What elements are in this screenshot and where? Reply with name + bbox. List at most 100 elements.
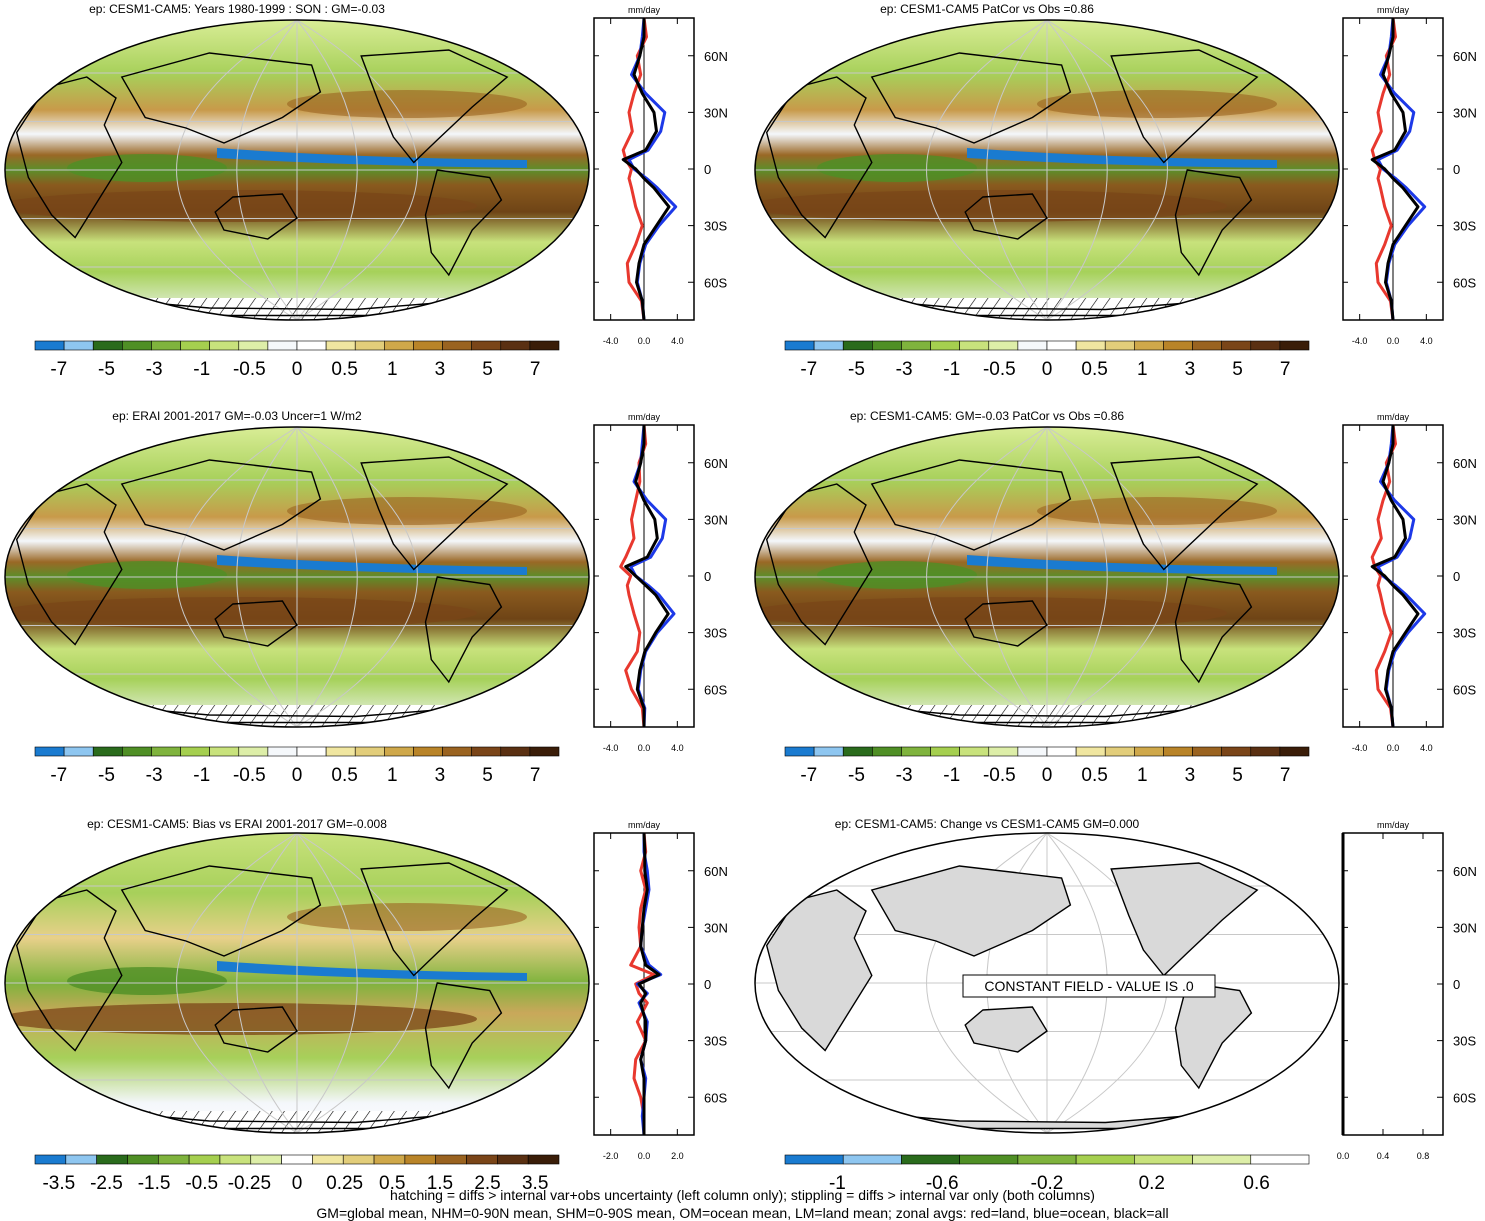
zonal-line-land xyxy=(619,424,648,728)
colorbar-box-17 xyxy=(527,1154,560,1165)
graticule-lon-0 xyxy=(176,19,298,321)
colorbar-label-8: 0.5 xyxy=(379,1173,405,1190)
colorbar-box-16 xyxy=(1221,340,1252,351)
graticule-lon-2 xyxy=(1046,20,1108,320)
zonal-xtick-label-3: 2.0 xyxy=(671,1151,684,1161)
colorbar-label-1: -7 xyxy=(50,765,67,786)
colorbar-box-9 xyxy=(267,746,298,757)
zonal-line-all xyxy=(1370,18,1420,321)
zonal-ytick-label-5: 60S xyxy=(1453,1090,1476,1105)
colorbar-box-9 xyxy=(267,340,298,351)
colorbar-box-2 xyxy=(813,340,844,351)
colorbar-box-11 xyxy=(342,1154,375,1165)
zonal-units-label: mm/day xyxy=(1377,820,1410,830)
colorbar-label-1: -7 xyxy=(800,359,817,380)
colorbar-box-9 xyxy=(1017,340,1048,351)
colorbar-box-12 xyxy=(354,340,385,351)
colorbar-box-13 xyxy=(384,340,414,351)
graticule-lon-2 xyxy=(296,832,358,1134)
panel-title: ep: CESM1-CAM5: Years 1980-1999 : SON : … xyxy=(89,2,385,16)
continent-outline-3 xyxy=(964,193,1048,240)
colorbar-label-9: 1.5 xyxy=(427,1173,453,1190)
zonal-ytick-label-2: 30N xyxy=(704,920,728,935)
colorbar-box-11 xyxy=(325,340,356,351)
colorbar-box-18 xyxy=(529,340,560,351)
graticule-lon-2 xyxy=(296,19,358,321)
graticule-lon-3 xyxy=(1046,20,1168,320)
graticule-lon-2 xyxy=(1046,427,1108,727)
indian-ocean-band xyxy=(67,967,227,995)
zonal-xtick-label-1: -2.0 xyxy=(603,1151,619,1161)
colorbar-label-4: -1 xyxy=(943,765,960,786)
continent-outline-4 xyxy=(1110,456,1259,571)
zonal-ytick-label-4: 30S xyxy=(1453,219,1476,234)
colorbar-box-6 xyxy=(1075,1154,1135,1165)
zonal-ytick-label-5: 60S xyxy=(1453,682,1476,697)
itcz-band xyxy=(217,148,527,168)
colorbar-box-8 xyxy=(238,340,269,351)
colorbar-box-11 xyxy=(1075,340,1106,351)
colorbar-label-7: 0.5 xyxy=(331,765,357,786)
colorbar-box-16 xyxy=(1221,746,1252,757)
zonal-ytick-label-4: 30S xyxy=(1453,626,1476,641)
colorbar-box-5 xyxy=(901,746,931,757)
continent-outline-1 xyxy=(765,76,873,239)
zonal-ytick-label-4: 30S xyxy=(704,626,727,641)
continent-outline-3 xyxy=(214,600,298,647)
map-panel-6: ep: CESM1-CAM5: Change vs CESM1-CAM5 GM=… xyxy=(754,817,1340,1134)
graticule-lon-0 xyxy=(926,427,1048,727)
indian-ocean-band xyxy=(67,154,227,182)
itcz-band xyxy=(217,555,527,575)
colorbar-label-2: -2.5 xyxy=(90,1173,123,1190)
colorbar-label-7: 0.5 xyxy=(331,359,357,380)
panel-title: ep: ERAI 2001-2017 GM=-0.03 Uncer=1 W/m2 xyxy=(112,409,362,423)
colorbar-box-5 xyxy=(901,340,931,351)
colorbar-label-8: 1 xyxy=(1137,765,1148,786)
colorbar-box-15 xyxy=(442,340,472,351)
colorbar-label-5: -0.5 xyxy=(983,359,1016,380)
continent-outline-4 xyxy=(360,49,509,164)
colorbar-box-13 xyxy=(404,1154,437,1165)
footer-line-1: hatching = diffs > internal var+obs unce… xyxy=(390,1187,1095,1203)
zonal-ytick-label-3: 0 xyxy=(1453,569,1460,584)
colorbar-box-3 xyxy=(92,340,123,351)
zonal-ytick-label-2: 30N xyxy=(704,512,728,527)
continent-outline-3 xyxy=(964,1006,1048,1053)
colorbar-box-14 xyxy=(435,1154,467,1165)
indian-ocean-band xyxy=(817,561,977,589)
colorbar-label-10: 5 xyxy=(482,765,493,786)
continent-outline-1 xyxy=(765,483,873,646)
colorbar-box-3 xyxy=(842,340,873,351)
colorbar-box-9 xyxy=(1250,1154,1310,1165)
northern-dry-band xyxy=(287,90,527,118)
zonal-xtick-label-1: -4.0 xyxy=(603,743,619,753)
zonal-ytick-label-1: 60N xyxy=(704,864,728,879)
continent-outline-4 xyxy=(1110,862,1259,977)
continent-outline-1 xyxy=(15,889,123,1052)
colorbar-box-17 xyxy=(500,746,531,757)
zonal-plot-3: mm/day -4.0 0.0 4.0 60N 30N 0 30S 60S xyxy=(593,412,728,753)
colorbar-box-11 xyxy=(325,746,356,757)
map-field-4 xyxy=(755,427,1339,727)
zonal-plot-5: mm/day -2.0 0.0 2.0 60N 30N 0 30S 60S xyxy=(593,820,728,1161)
colorbar-box-6 xyxy=(180,340,210,351)
colorbar-box-1 xyxy=(34,1154,67,1165)
colorbar-label-10: 5 xyxy=(482,359,493,380)
colorbar-label-7: 0.5 xyxy=(1081,765,1107,786)
colorbar-label-6: 0 xyxy=(1042,765,1053,786)
colorbar-label-2: -5 xyxy=(848,765,865,786)
colorbar-label-2: -5 xyxy=(98,765,115,786)
panel-title: ep: CESM1-CAM5: Bias vs ERAI 2001-2017 G… xyxy=(87,817,387,831)
zonal-xtick-label-2: 0.0 xyxy=(1387,336,1400,346)
colorbar-label-1: -3.5 xyxy=(42,1173,75,1190)
continent-outline-2 xyxy=(870,865,1072,957)
zonal-ytick-label-1: 60N xyxy=(1453,864,1477,879)
colorbar-box-8 xyxy=(1192,1154,1252,1165)
zonal-units-label: mm/day xyxy=(628,5,661,15)
colorbar-label-6: 0 xyxy=(1042,359,1053,380)
continent-outline-2 xyxy=(870,52,1072,144)
colorbar-label-7: 0.25 xyxy=(326,1173,363,1190)
colorbar-box-13 xyxy=(1134,746,1164,757)
colorbar-6: -1 -0.6 -0.2 0.2 0.6 xyxy=(784,1154,1310,1190)
continent-outline-5 xyxy=(1174,982,1253,1090)
